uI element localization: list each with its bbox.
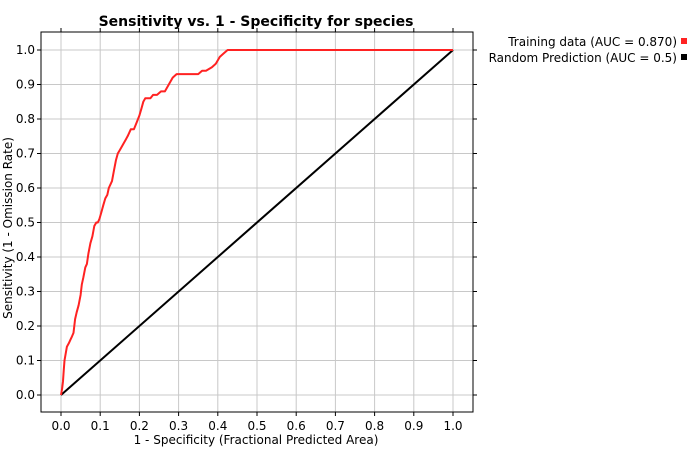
x-tick-label: 0.3: [169, 419, 188, 433]
x-axis-title: 1 - Specificity (Fractional Predicted Ar…: [134, 433, 379, 447]
training-data-line: [60, 49, 453, 396]
x-tick-label: 1.0: [443, 419, 462, 433]
y-tick-label: 0.4: [16, 250, 35, 264]
y-tick-label: 0.0: [16, 388, 35, 402]
x-tick-label: 0.7: [326, 419, 345, 433]
x-tick-label: 0.8: [365, 419, 384, 433]
y-tick-label: 0.7: [16, 147, 35, 161]
x-tick-label: 0.5: [247, 419, 266, 433]
y-tick-label: 0.5: [16, 216, 35, 230]
legend: Training data (AUC = 0.870) Random Predic…: [489, 35, 687, 65]
x-tick-label: 0.6: [287, 419, 306, 433]
y-tick-label: 1.0: [16, 43, 35, 57]
y-tick-label: 0.3: [16, 285, 35, 299]
y-tick-label: 0.9: [16, 78, 35, 92]
legend-label: Random Prediction (AUC = 0.5): [489, 51, 677, 65]
legend-swatch: [681, 54, 687, 60]
x-tick-label: 0.9: [404, 419, 423, 433]
x-tick-label: 0.1: [91, 419, 110, 433]
series-layer: [60, 49, 454, 396]
random-prediction-line: [60, 49, 454, 396]
legend-label: Training data (AUC = 0.870): [507, 35, 677, 49]
y-tick-label: 0.2: [16, 319, 35, 333]
legend-swatch: [681, 38, 687, 44]
x-tick-label: 0.2: [130, 419, 149, 433]
chart-title: Sensitivity vs. 1 - Specificity for spec…: [99, 14, 414, 30]
x-tick-label: 0.4: [208, 419, 227, 433]
y-tick-label: 0.8: [16, 112, 35, 126]
axis-ticks: 0.0 0.0 0.1 0.1 0.2 0.2 0.3 0.3 0.4 0.4 0.5 0.5 0.6 0…: [16, 28, 477, 433]
x-tick-label: 0.0: [51, 419, 70, 433]
y-tick-label: 0.1: [16, 354, 35, 368]
y-axis-title: Sensitivity (1 - Omission Rate): [1, 137, 15, 319]
y-tick-label: 0.6: [16, 181, 35, 195]
